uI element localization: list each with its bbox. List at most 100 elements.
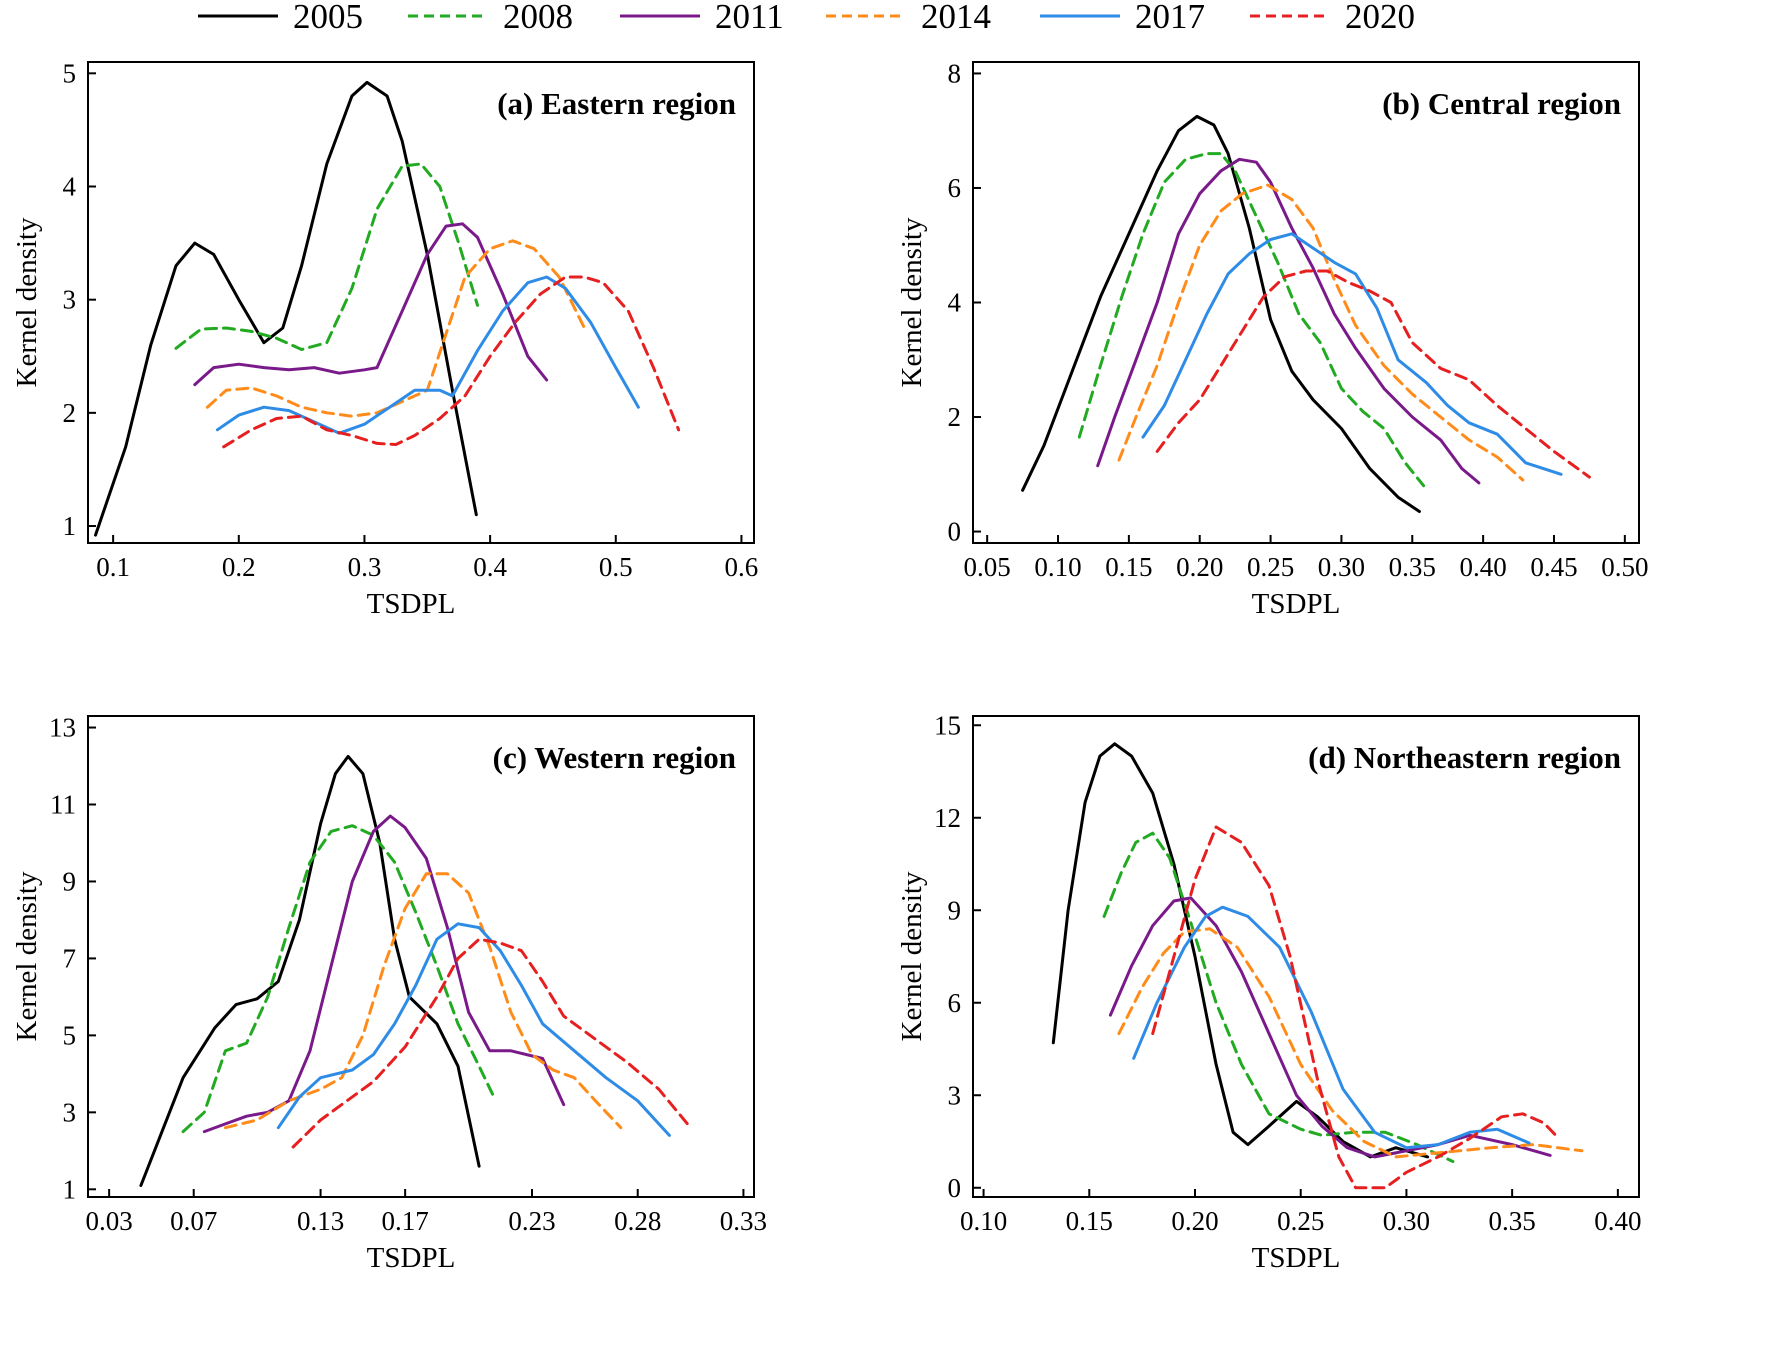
x-axis-title: TSDPL bbox=[367, 588, 456, 620]
x-tick-label: 0.13 bbox=[297, 1206, 344, 1236]
y-tick-label: 2 bbox=[948, 402, 962, 432]
y-tick-label: 9 bbox=[948, 895, 962, 925]
series-line-2014 bbox=[205, 239, 586, 418]
x-tick-label: 0.35 bbox=[1489, 1206, 1536, 1236]
y-tick-label: 13 bbox=[49, 713, 76, 743]
y-tick-label: 1 bbox=[63, 1174, 77, 1204]
plot-frame bbox=[87, 715, 755, 1198]
series-line-2005 bbox=[139, 754, 481, 1187]
series-line-2017 bbox=[215, 275, 640, 435]
x-tick-label: 0.1 bbox=[96, 552, 130, 582]
y-tick-label: 1 bbox=[63, 511, 77, 541]
series-line-2020 bbox=[291, 937, 693, 1149]
chart-legend: 2005 2008 2011 2014 2017 2020 bbox=[198, 0, 1415, 36]
x-tick-label: 0.33 bbox=[720, 1206, 767, 1236]
y-axis-title: Kernel density bbox=[896, 217, 928, 387]
x-tick-label: 0.3 bbox=[348, 552, 382, 582]
legend-label-2020: 2020 bbox=[1345, 0, 1415, 36]
series-line-2017 bbox=[1141, 232, 1563, 476]
y-axis-title: Kernel density bbox=[896, 871, 928, 1041]
x-tick-label: 0.35 bbox=[1389, 552, 1436, 582]
x-tick-label: 0.10 bbox=[960, 1206, 1007, 1236]
y-tick-label: 3 bbox=[63, 1097, 77, 1127]
x-tick-label: 0.5 bbox=[599, 552, 633, 582]
panel-title: (b) Central region bbox=[1382, 86, 1621, 121]
y-tick-label: 0 bbox=[948, 517, 962, 547]
panel-title: (c) Western region bbox=[493, 740, 736, 775]
series-line-2017 bbox=[276, 922, 671, 1137]
x-tick-label: 0.20 bbox=[1171, 1206, 1218, 1236]
x-tick-label: 0.28 bbox=[614, 1206, 661, 1236]
series-line-2011 bbox=[1108, 896, 1552, 1159]
series-line-2008 bbox=[1077, 152, 1426, 488]
series-line-2014 bbox=[223, 872, 623, 1130]
series-line-2014 bbox=[1117, 183, 1525, 482]
x-tick-label: 0.05 bbox=[964, 552, 1011, 582]
series-line-2011 bbox=[1096, 157, 1481, 485]
x-tick-label: 0.20 bbox=[1176, 552, 1223, 582]
x-tick-label: 0.07 bbox=[170, 1206, 217, 1236]
y-axis-title: Kernel density bbox=[11, 871, 43, 1041]
y-axis-title: Kernel density bbox=[11, 217, 43, 387]
y-tick-label: 9 bbox=[63, 866, 77, 896]
x-tick-label: 0.10 bbox=[1034, 552, 1081, 582]
plot-frame bbox=[972, 715, 1640, 1198]
y-tick-label: 6 bbox=[948, 988, 962, 1018]
y-tick-label: 15 bbox=[934, 710, 961, 740]
x-tick-label: 0.23 bbox=[508, 1206, 555, 1236]
series-line-2008 bbox=[181, 824, 496, 1134]
x-tick-label: 0.25 bbox=[1277, 1206, 1324, 1236]
series-line-2020 bbox=[222, 275, 681, 449]
x-tick-label: 0.30 bbox=[1383, 1206, 1430, 1236]
legend-label-2005: 2005 bbox=[293, 0, 363, 36]
y-tick-label: 2 bbox=[63, 398, 77, 428]
series-line-2017 bbox=[1132, 905, 1531, 1150]
y-tick-label: 3 bbox=[63, 285, 77, 315]
y-tick-label: 3 bbox=[948, 1080, 962, 1110]
y-tick-label: 12 bbox=[934, 803, 961, 833]
y-tick-label: 5 bbox=[63, 1020, 77, 1050]
x-tick-label: 0.03 bbox=[86, 1206, 133, 1236]
plot-frame bbox=[87, 61, 755, 544]
y-tick-label: 7 bbox=[63, 943, 77, 973]
series-line-2020 bbox=[1155, 269, 1591, 479]
y-tick-label: 11 bbox=[50, 790, 76, 820]
panel-title: (d) Northeastern region bbox=[1308, 740, 1621, 775]
legend-label-2008: 2008 bbox=[503, 0, 573, 36]
x-tick-label: 0.15 bbox=[1066, 1206, 1113, 1236]
x-tick-label: 0.40 bbox=[1460, 552, 1507, 582]
y-tick-label: 6 bbox=[948, 173, 962, 203]
legend-label-2014: 2014 bbox=[921, 0, 991, 36]
series-line-2008 bbox=[1102, 831, 1455, 1163]
x-axis-title: TSDPL bbox=[367, 1242, 456, 1274]
x-axis-title: TSDPL bbox=[1252, 1242, 1341, 1274]
series-line-2005 bbox=[94, 80, 478, 537]
x-tick-label: 0.15 bbox=[1105, 552, 1152, 582]
panel-eastern-region: 0.1 0.2 0.3 0.4 0.5 0.6 1 2 3 4 5 (a) Eastern regio… bbox=[11, 58, 759, 620]
y-tick-label: 5 bbox=[63, 58, 77, 88]
x-tick-label: 0.4 bbox=[473, 552, 507, 582]
panel-northeastern-region: 0.10 0.15 0.20 0.25 0.30 0.35 0.40 0 3 6 9 12 15 (d) … bbox=[896, 710, 1641, 1274]
series-line-2020 bbox=[1151, 825, 1561, 1190]
x-axis-title: TSDPL bbox=[1252, 588, 1341, 620]
x-tick-label: 0.25 bbox=[1247, 552, 1294, 582]
x-tick-label: 0.2 bbox=[222, 552, 256, 582]
x-tick-label: 0.30 bbox=[1318, 552, 1365, 582]
panel-title: (a) Eastern region bbox=[497, 86, 736, 121]
x-tick-label: 0.45 bbox=[1530, 552, 1577, 582]
y-tick-label: 4 bbox=[63, 171, 77, 201]
panel-western-region: 0.03 0.07 0.13 0.17 0.23 0.28 0.33135791113(c)… bbox=[11, 713, 767, 1274]
y-tick-label: 8 bbox=[948, 58, 962, 88]
y-tick-label: 0 bbox=[948, 1173, 962, 1203]
x-tick-label: 0.6 bbox=[725, 552, 759, 582]
legend-label-2017: 2017 bbox=[1135, 0, 1205, 36]
plot-frame bbox=[972, 61, 1640, 544]
x-tick-label: 0.17 bbox=[382, 1206, 429, 1236]
series-line-2014 bbox=[1117, 927, 1584, 1159]
x-tick-label: 0.50 bbox=[1601, 552, 1648, 582]
panel-central-region: 0.05 0.10 0.15 0.20 0.25 0.30 0.35 0.40 0.45 0.50… bbox=[896, 58, 1648, 620]
x-tick-label: 0.40 bbox=[1594, 1206, 1641, 1236]
series-line-2005 bbox=[1051, 742, 1430, 1159]
series-line-2011 bbox=[202, 814, 566, 1134]
y-tick-label: 4 bbox=[948, 288, 962, 318]
